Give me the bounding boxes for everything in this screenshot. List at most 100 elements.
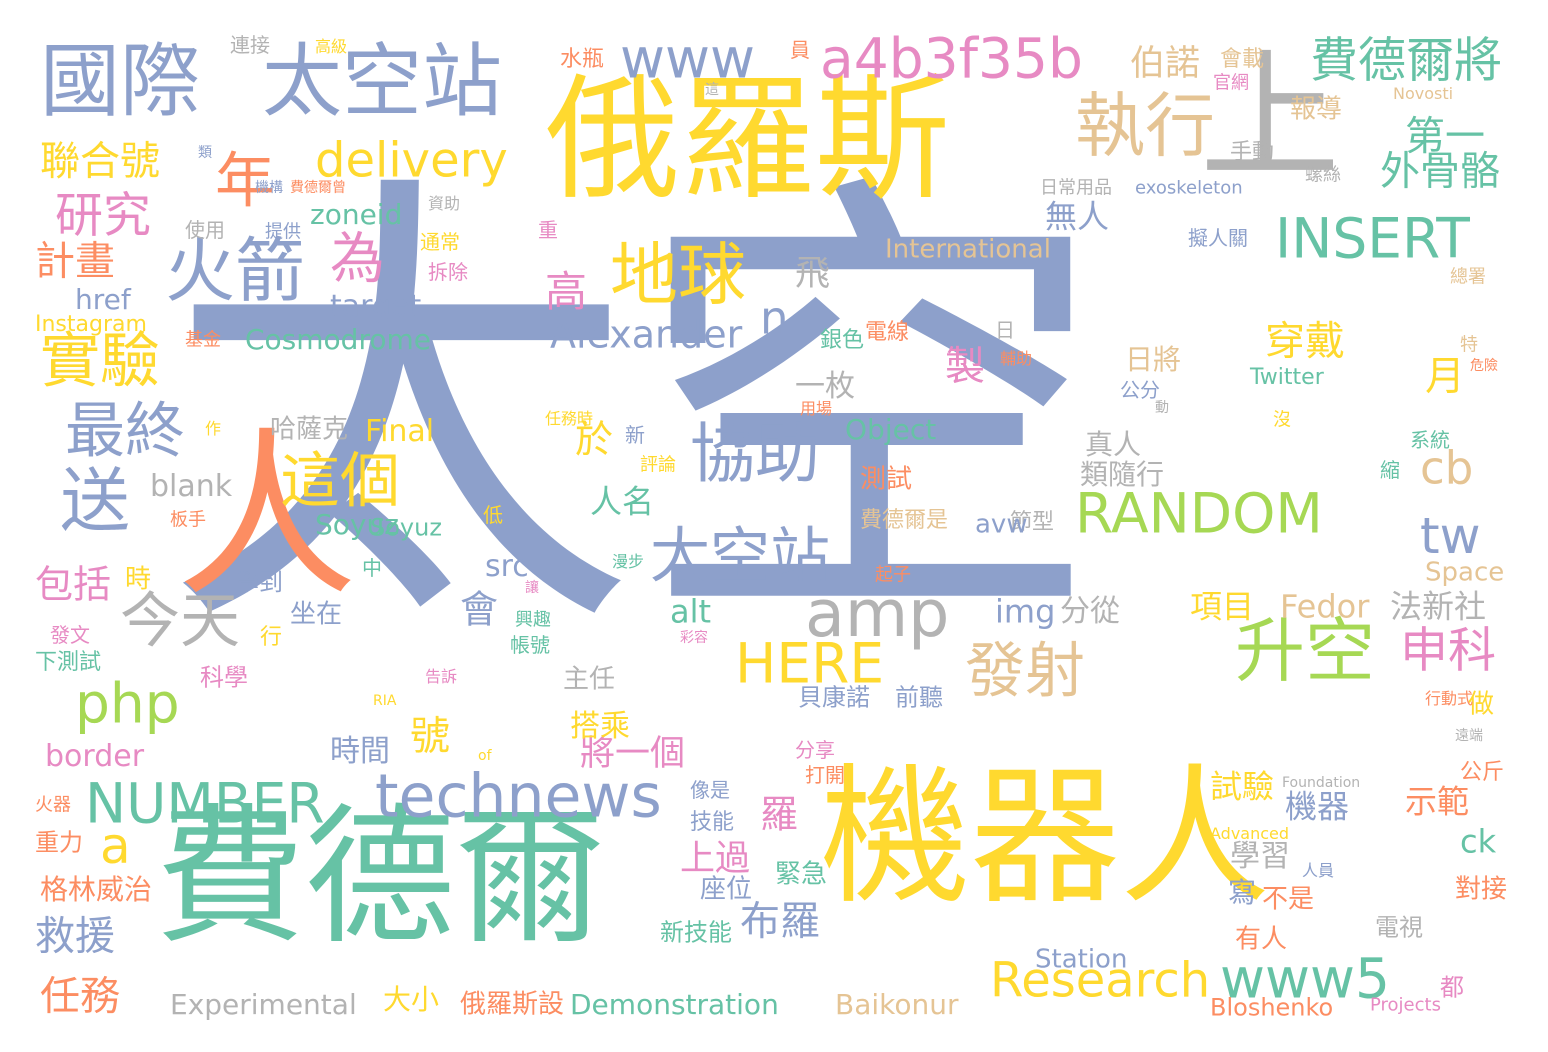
cloud-word: n <box>760 292 789 345</box>
cloud-word: International <box>885 234 1051 264</box>
cloud-word: 無人 <box>1045 198 1109 236</box>
cloud-word: 拆除 <box>428 260 468 284</box>
cloud-word: 對接 <box>1455 874 1507 904</box>
cloud-word: 國際 <box>40 35 200 128</box>
cloud-word: 計畫 <box>35 238 115 284</box>
cloud-word: of <box>478 748 493 764</box>
cloud-word: Alexander <box>550 313 743 357</box>
cloud-word: 學到 <box>235 569 283 597</box>
cloud-word: RANDOM <box>1075 481 1323 545</box>
cloud-word: 機構 <box>255 180 283 196</box>
cloud-word: RIA <box>373 693 397 709</box>
cloud-word: 人員 <box>1302 861 1334 880</box>
cloud-word: 伯諾 <box>1130 44 1200 84</box>
cloud-word: 報導 <box>1290 94 1342 124</box>
cloud-word: target <box>330 289 421 324</box>
cloud-word: Space <box>1425 557 1504 587</box>
cloud-word: Advanced <box>1210 824 1289 843</box>
cloud-word: 太空站 <box>262 35 502 128</box>
cloud-word: 水瓶 <box>560 47 604 72</box>
cloud-word: 地球 <box>610 236 746 315</box>
cloud-word: 前聽 <box>895 684 943 712</box>
cloud-word: 沒 <box>1273 409 1291 430</box>
cloud-word: 手動 <box>1230 140 1274 165</box>
cloud-word: 上過 <box>680 839 750 879</box>
cloud-word: Research <box>990 952 1210 1008</box>
cloud-word: 興趣 <box>515 609 551 630</box>
cloud-word: 系統 <box>1410 428 1450 452</box>
cloud-word: 技能 <box>690 810 734 835</box>
cloud-word: 電視 <box>1375 914 1423 942</box>
cloud-word: 任務 <box>40 973 120 1019</box>
cloud-word: 銀色 <box>820 328 864 353</box>
cloud-word: php <box>75 671 180 735</box>
cloud-word: 費德爾是 <box>860 508 948 533</box>
cloud-word: 羅 <box>760 793 798 837</box>
cloud-word: 作 <box>205 419 221 438</box>
cloud-word: 螺絲 <box>1305 164 1341 185</box>
cloud-word: HERE <box>735 631 884 695</box>
cloud-word: 坐在 <box>290 599 342 629</box>
cloud-word: 電線 <box>865 320 909 345</box>
cloud-word: 寫 <box>1228 876 1256 909</box>
cloud-word: 實驗 <box>40 327 160 397</box>
cloud-word: 會 <box>460 588 498 632</box>
cloud-word: 告訴 <box>425 667 457 686</box>
cloud-word: avw <box>975 509 1028 539</box>
cloud-word: 穿戴 <box>1265 318 1345 364</box>
cloud-word: 輔助 <box>1000 349 1032 368</box>
cloud-word: 日常用品 <box>1040 177 1112 198</box>
cloud-word: a4b3f35b <box>820 26 1083 90</box>
cloud-word: 法新社 <box>1390 588 1486 626</box>
cloud-word: 人名 <box>590 483 654 521</box>
cloud-word: ck <box>1460 823 1497 861</box>
cloud-word: 資助 <box>428 194 460 213</box>
cloud-word: Novosti <box>1393 84 1453 103</box>
cloud-word: 提供 <box>265 221 301 242</box>
cloud-word: 發文 <box>50 623 90 647</box>
cloud-word: 時間 <box>330 734 390 769</box>
cloud-word: 縮 <box>1380 458 1400 482</box>
cloud-word: Station <box>1035 944 1127 974</box>
cloud-word: 板手 <box>170 509 206 530</box>
cloud-word: 俄羅斯設 <box>460 989 564 1019</box>
cloud-word: Foundation <box>1282 775 1360 791</box>
cloud-word: border <box>45 739 145 774</box>
cloud-word: 為 <box>330 226 385 290</box>
cloud-word: 新 <box>625 423 645 447</box>
cloud-word: 行 <box>260 625 282 650</box>
cloud-word: 日 <box>995 318 1015 342</box>
cloud-word: 中 <box>362 556 382 580</box>
cloud-word: 俄羅斯 <box>545 61 950 218</box>
cloud-word: 日將 <box>1125 343 1181 376</box>
cloud-word: 總署 <box>1450 266 1486 287</box>
cloud-word: 重力 <box>35 829 83 857</box>
cloud-word: 學習 <box>1230 839 1290 874</box>
cloud-word: 搭乘 <box>570 709 630 744</box>
cloud-word: 類隨行 <box>1080 458 1164 491</box>
cloud-word: 彩容 <box>680 629 708 646</box>
cloud-word: 不是 <box>1262 884 1314 914</box>
cloud-word: 會載 <box>1220 47 1264 72</box>
cloud-word: 申科 <box>1400 622 1496 678</box>
cloud-word: 動 <box>1155 400 1169 416</box>
cloud-word: 起子 <box>875 564 911 585</box>
cloud-word: 聯合號 <box>40 138 160 184</box>
cloud-word: 上 <box>1200 36 1340 199</box>
cloud-word: cb <box>1420 442 1473 495</box>
cloud-word: 太空站 <box>650 522 830 592</box>
cloud-word: 示範 <box>1405 783 1469 821</box>
cloud-word: 送 <box>60 460 130 542</box>
cloud-word: 都 <box>1440 974 1464 1002</box>
cloud-word: 緊急 <box>775 859 827 889</box>
cloud-word: 月 <box>1425 353 1465 399</box>
cloud-word: 分享 <box>795 738 835 762</box>
cloud-word: www <box>620 26 755 90</box>
cloud-word: 擬人關 <box>1188 226 1248 250</box>
cloud-word: 研究 <box>55 187 151 243</box>
cloud-word: 升空 <box>1235 610 1375 692</box>
cloud-word: 高級 <box>315 37 347 56</box>
cloud-word: 做 <box>1468 689 1494 719</box>
cloud-word: 製 <box>945 343 985 389</box>
cloud-word: Twitter <box>1249 365 1325 390</box>
